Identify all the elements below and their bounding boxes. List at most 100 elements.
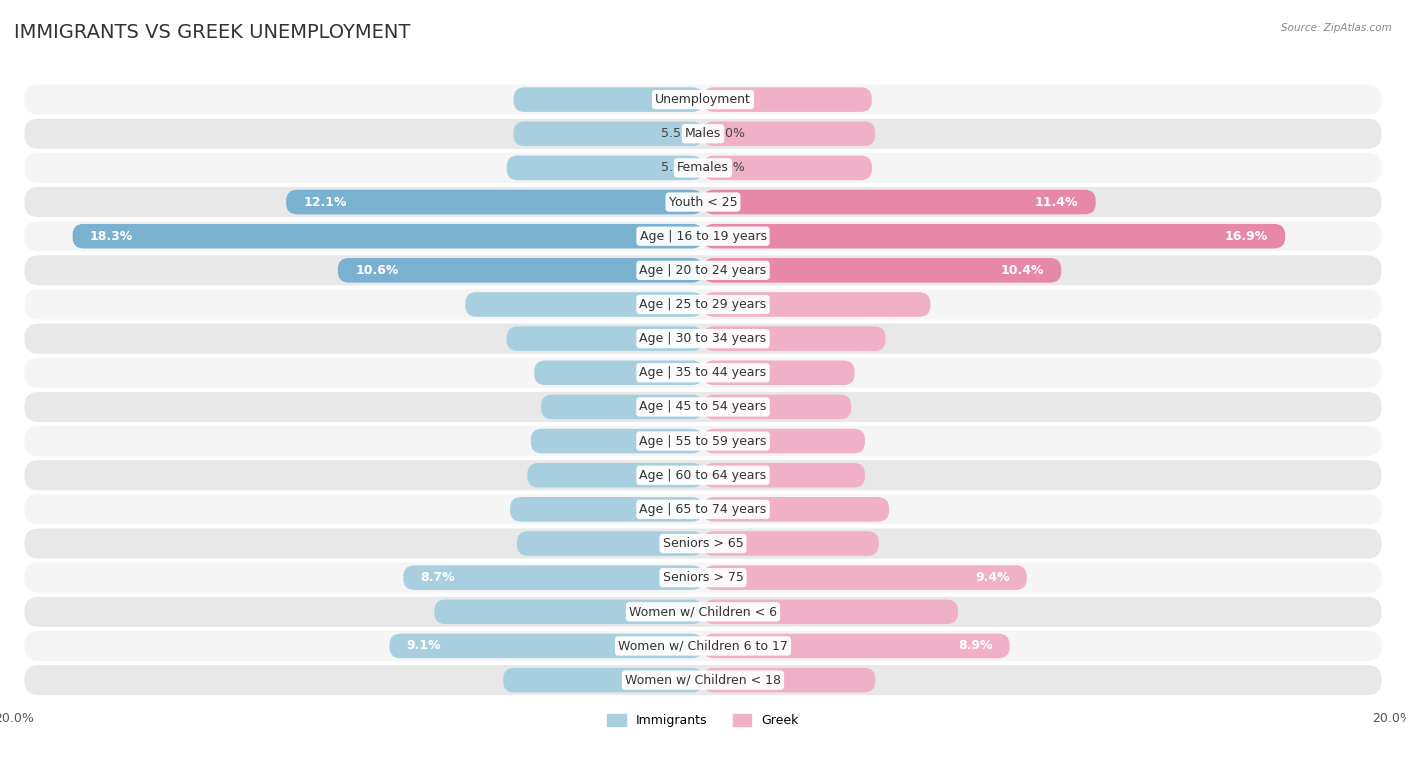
Text: 5.5%: 5.5% bbox=[661, 127, 693, 140]
Text: 4.7%: 4.7% bbox=[713, 469, 745, 481]
Text: 5.8%: 5.8% bbox=[661, 674, 693, 687]
FancyBboxPatch shape bbox=[703, 121, 875, 146]
Text: 5.4%: 5.4% bbox=[713, 503, 745, 516]
Text: 10.6%: 10.6% bbox=[356, 264, 398, 277]
FancyBboxPatch shape bbox=[434, 600, 703, 624]
Text: Age | 16 to 19 years: Age | 16 to 19 years bbox=[640, 229, 766, 243]
FancyBboxPatch shape bbox=[24, 665, 1382, 695]
Text: Seniors > 75: Seniors > 75 bbox=[662, 572, 744, 584]
Text: 4.3%: 4.3% bbox=[713, 400, 745, 413]
Text: 5.1%: 5.1% bbox=[713, 537, 745, 550]
Text: Source: ZipAtlas.com: Source: ZipAtlas.com bbox=[1281, 23, 1392, 33]
Text: Age | 65 to 74 years: Age | 65 to 74 years bbox=[640, 503, 766, 516]
Text: 16.9%: 16.9% bbox=[1225, 229, 1268, 243]
Text: 5.5%: 5.5% bbox=[661, 93, 693, 106]
FancyBboxPatch shape bbox=[703, 600, 957, 624]
FancyBboxPatch shape bbox=[24, 631, 1382, 661]
Text: Males: Males bbox=[685, 127, 721, 140]
Text: Unemployment: Unemployment bbox=[655, 93, 751, 106]
Text: 5.4%: 5.4% bbox=[661, 537, 693, 550]
FancyBboxPatch shape bbox=[703, 224, 1285, 248]
FancyBboxPatch shape bbox=[506, 326, 703, 351]
FancyBboxPatch shape bbox=[404, 565, 703, 590]
FancyBboxPatch shape bbox=[541, 394, 703, 419]
Text: 18.3%: 18.3% bbox=[90, 229, 134, 243]
FancyBboxPatch shape bbox=[703, 565, 1026, 590]
FancyBboxPatch shape bbox=[24, 494, 1382, 525]
Text: 6.6%: 6.6% bbox=[713, 298, 745, 311]
FancyBboxPatch shape bbox=[703, 668, 875, 693]
FancyBboxPatch shape bbox=[506, 156, 703, 180]
Text: Women w/ Children 6 to 17: Women w/ Children 6 to 17 bbox=[619, 640, 787, 653]
Text: Age | 55 to 59 years: Age | 55 to 59 years bbox=[640, 435, 766, 447]
FancyBboxPatch shape bbox=[513, 87, 703, 112]
FancyBboxPatch shape bbox=[703, 258, 1062, 282]
FancyBboxPatch shape bbox=[24, 255, 1382, 285]
Text: Age | 25 to 29 years: Age | 25 to 29 years bbox=[640, 298, 766, 311]
Text: Age | 35 to 44 years: Age | 35 to 44 years bbox=[640, 366, 766, 379]
Text: Age | 45 to 54 years: Age | 45 to 54 years bbox=[640, 400, 766, 413]
FancyBboxPatch shape bbox=[703, 190, 1095, 214]
Text: 7.8%: 7.8% bbox=[661, 606, 693, 618]
Text: Youth < 25: Youth < 25 bbox=[669, 195, 737, 208]
Text: Age | 30 to 34 years: Age | 30 to 34 years bbox=[640, 332, 766, 345]
FancyBboxPatch shape bbox=[517, 531, 703, 556]
Legend: Immigrants, Greek: Immigrants, Greek bbox=[602, 709, 804, 732]
FancyBboxPatch shape bbox=[534, 360, 703, 385]
FancyBboxPatch shape bbox=[703, 292, 931, 316]
Text: 9.4%: 9.4% bbox=[974, 572, 1010, 584]
FancyBboxPatch shape bbox=[73, 224, 703, 248]
Text: 5.7%: 5.7% bbox=[661, 332, 693, 345]
Text: 6.9%: 6.9% bbox=[661, 298, 693, 311]
Text: 5.7%: 5.7% bbox=[661, 161, 693, 174]
FancyBboxPatch shape bbox=[703, 87, 872, 112]
Text: Women w/ Children < 6: Women w/ Children < 6 bbox=[628, 606, 778, 618]
FancyBboxPatch shape bbox=[24, 323, 1382, 354]
FancyBboxPatch shape bbox=[24, 562, 1382, 593]
Text: 9.1%: 9.1% bbox=[406, 640, 441, 653]
FancyBboxPatch shape bbox=[24, 85, 1382, 114]
Text: 4.9%: 4.9% bbox=[661, 366, 693, 379]
FancyBboxPatch shape bbox=[703, 360, 855, 385]
Text: 11.4%: 11.4% bbox=[1035, 195, 1078, 208]
Text: 4.4%: 4.4% bbox=[713, 366, 745, 379]
FancyBboxPatch shape bbox=[24, 358, 1382, 388]
FancyBboxPatch shape bbox=[703, 156, 872, 180]
FancyBboxPatch shape bbox=[24, 289, 1382, 319]
Text: Seniors > 65: Seniors > 65 bbox=[662, 537, 744, 550]
FancyBboxPatch shape bbox=[24, 153, 1382, 183]
Text: Age | 20 to 24 years: Age | 20 to 24 years bbox=[640, 264, 766, 277]
Text: Females: Females bbox=[678, 161, 728, 174]
FancyBboxPatch shape bbox=[337, 258, 703, 282]
FancyBboxPatch shape bbox=[24, 426, 1382, 456]
Text: Age | 60 to 64 years: Age | 60 to 64 years bbox=[640, 469, 766, 481]
FancyBboxPatch shape bbox=[703, 463, 865, 488]
Text: 8.7%: 8.7% bbox=[420, 572, 456, 584]
Text: 5.6%: 5.6% bbox=[661, 503, 693, 516]
Text: 4.7%: 4.7% bbox=[661, 400, 693, 413]
Text: 8.9%: 8.9% bbox=[957, 640, 993, 653]
FancyBboxPatch shape bbox=[287, 190, 703, 214]
Text: IMMIGRANTS VS GREEK UNEMPLOYMENT: IMMIGRANTS VS GREEK UNEMPLOYMENT bbox=[14, 23, 411, 42]
FancyBboxPatch shape bbox=[513, 121, 703, 146]
Text: 5.3%: 5.3% bbox=[713, 332, 745, 345]
FancyBboxPatch shape bbox=[24, 392, 1382, 422]
FancyBboxPatch shape bbox=[703, 531, 879, 556]
Text: 5.0%: 5.0% bbox=[713, 127, 745, 140]
Text: 5.0%: 5.0% bbox=[713, 674, 745, 687]
FancyBboxPatch shape bbox=[527, 463, 703, 488]
FancyBboxPatch shape bbox=[24, 221, 1382, 251]
Text: 4.9%: 4.9% bbox=[713, 161, 745, 174]
FancyBboxPatch shape bbox=[510, 497, 703, 522]
Text: 10.4%: 10.4% bbox=[1001, 264, 1045, 277]
Text: 5.0%: 5.0% bbox=[661, 435, 693, 447]
FancyBboxPatch shape bbox=[24, 119, 1382, 149]
Text: 12.1%: 12.1% bbox=[304, 195, 347, 208]
FancyBboxPatch shape bbox=[503, 668, 703, 693]
Text: 7.4%: 7.4% bbox=[713, 606, 745, 618]
Text: 4.9%: 4.9% bbox=[713, 93, 745, 106]
Text: Women w/ Children < 18: Women w/ Children < 18 bbox=[626, 674, 780, 687]
Text: 5.1%: 5.1% bbox=[661, 469, 693, 481]
FancyBboxPatch shape bbox=[389, 634, 703, 659]
FancyBboxPatch shape bbox=[703, 634, 1010, 659]
